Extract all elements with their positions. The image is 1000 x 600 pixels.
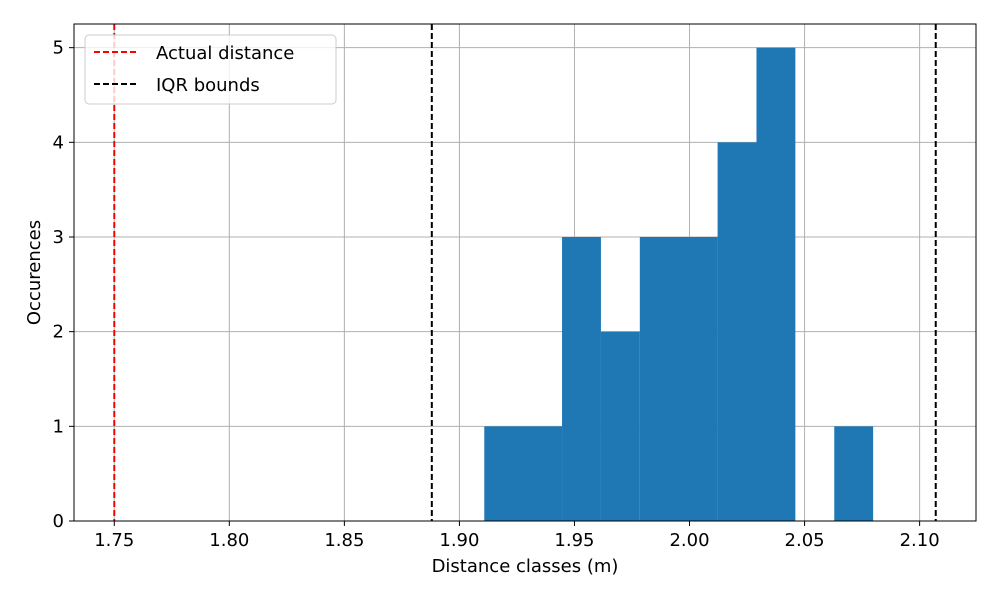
x-tick-label: 2.05 xyxy=(785,530,825,551)
y-axis-ticks: 0 1 2 3 4 5 xyxy=(53,38,74,532)
legend-label-iqr-bounds: IQR bounds xyxy=(156,75,260,96)
legend-box xyxy=(84,34,337,105)
histogram-bar xyxy=(600,331,640,521)
x-tick-label: 1.90 xyxy=(439,530,479,551)
x-tick-label: 1.85 xyxy=(324,530,364,551)
y-axis-label: Occurences xyxy=(24,220,45,325)
histogram-bar xyxy=(756,47,796,522)
x-tick-label: 2.10 xyxy=(900,530,940,551)
histogram-bar xyxy=(717,142,757,522)
x-axis-ticks: 1.75 1.80 1.85 1.90 1.95 2.00 2.05 2.10 xyxy=(94,521,940,551)
y-tick-label: 2 xyxy=(53,322,64,343)
x-tick-label: 1.95 xyxy=(554,530,594,551)
histogram-bar xyxy=(562,237,601,521)
reference-lines xyxy=(113,24,937,521)
histogram-bar xyxy=(834,426,874,521)
histogram-bar xyxy=(484,426,563,521)
x-tick-label: 2.00 xyxy=(669,530,709,551)
y-tick-label: 3 xyxy=(53,227,64,248)
x-tick-label: 1.80 xyxy=(209,530,249,551)
y-tick-label: 5 xyxy=(53,38,64,59)
histogram-bar xyxy=(639,237,718,521)
plot-frame xyxy=(73,23,977,522)
legend-label-actual-distance: Actual distance xyxy=(156,43,294,64)
y-tick-label: 4 xyxy=(53,132,64,153)
y-tick-label: 0 xyxy=(53,511,64,532)
legend: Actual distance IQR bounds xyxy=(84,34,337,105)
histogram-bars xyxy=(484,47,874,522)
x-axis-label: Distance classes (m) xyxy=(432,556,619,577)
y-tick-label: 1 xyxy=(53,416,64,437)
x-tick-label: 1.75 xyxy=(94,530,134,551)
